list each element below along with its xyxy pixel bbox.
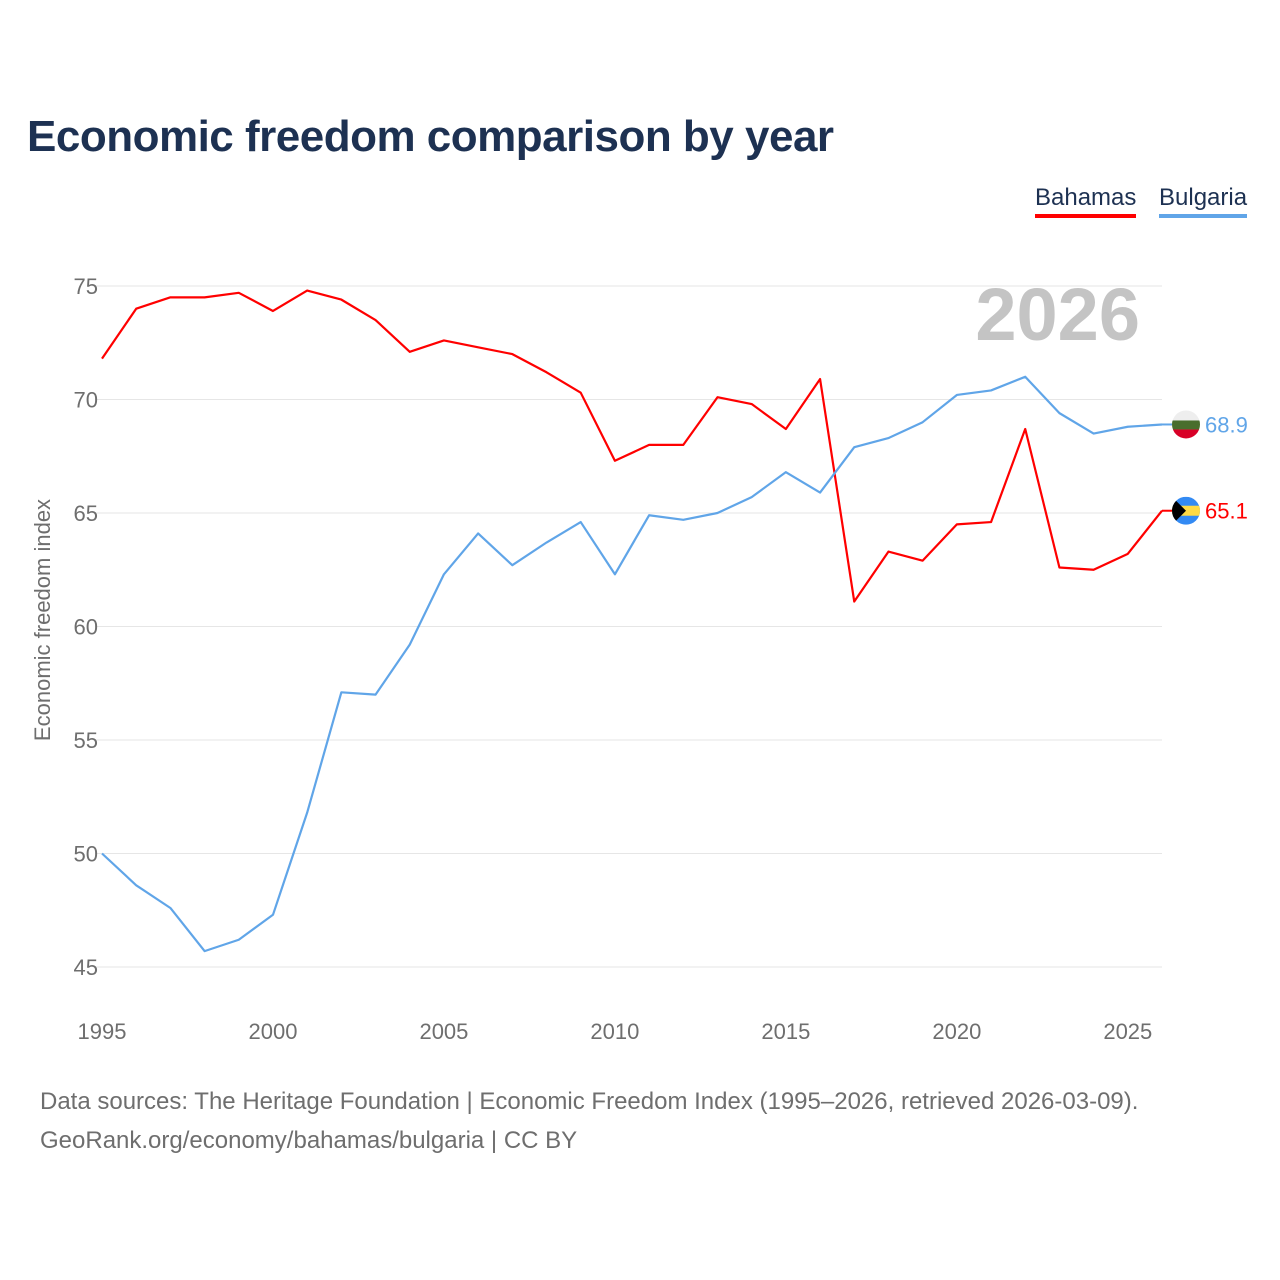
legend-bahamas[interactable]: Bahamas [1035,184,1137,218]
series-line-bahamas [101,289,1163,603]
y-tick-label: 45 [74,955,98,980]
y-tick-label: 50 [74,842,98,867]
series-line-bulgaria [101,375,1163,953]
footer-sources: Data sources: The Heritage Foundation | … [40,1088,1139,1115]
bahamas-flag-icon [1172,496,1200,525]
chart-title: Economic freedom comparison by year [27,112,834,161]
end-value-label-bulgaria: 68.9 [1205,412,1248,437]
legend-bulgaria[interactable]: Bulgaria [1159,184,1248,218]
x-tick-label: 2010 [590,1019,639,1044]
x-tick-label: 2020 [932,1019,981,1044]
y-tick-label: 65 [74,501,98,526]
year-watermark: 2026 [975,273,1140,356]
x-tick-label: 2000 [248,1019,297,1044]
y-tick-label: 60 [74,615,98,640]
x-tick-label: 2005 [419,1019,468,1044]
x-tick-label: 1995 [78,1019,127,1044]
y-tick-label: 55 [74,728,98,753]
y-tick-label: 70 [74,388,98,413]
bulgaria-flag-icon [1172,410,1200,439]
end-value-label-bahamas: 65.1 [1205,499,1248,524]
footer-credit: GeoRank.org/economy/bahamas/bulgaria | C… [40,1127,578,1154]
y-tick-label: 75 [74,274,98,299]
x-tick-label: 2015 [761,1019,810,1044]
x-tick-label: 2025 [1103,1019,1152,1044]
y-axis-label: Economic freedom index [30,499,55,741]
line-chart: 2026 45 50 55 60 65 70 75 1995 2000 2005 2010 2015 20… [30,273,1248,1044]
